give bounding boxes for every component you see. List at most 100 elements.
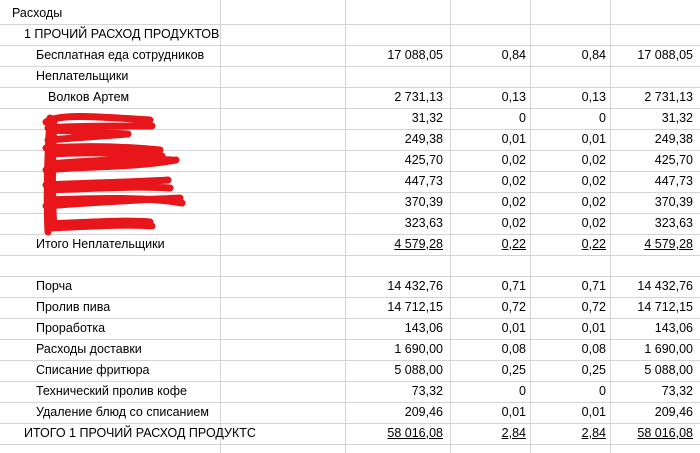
row-gridline: [0, 339, 700, 340]
value-cell-col1[interactable]: 2 731,13: [394, 90, 443, 104]
row-label-cell[interactable]: Удаление блюд со списанием: [36, 405, 209, 419]
row-gridline: [0, 381, 700, 382]
value-cell-col2[interactable]: 0,08: [501, 342, 526, 356]
value-cell-col2[interactable]: 0,22: [501, 237, 526, 251]
value-cell-col4[interactable]: 73,32: [661, 384, 693, 398]
value-cell-col2[interactable]: 0: [519, 111, 526, 125]
value-cell-col1[interactable]: 14 432,76: [387, 279, 443, 293]
row-gridline: [0, 24, 700, 25]
value-cell-col1[interactable]: 17 088,05: [387, 48, 443, 62]
row-gridline: [0, 234, 700, 235]
value-cell-col3[interactable]: 0,02: [581, 153, 606, 167]
value-cell-col1[interactable]: 14 712,15: [387, 300, 443, 314]
value-cell-col3[interactable]: 0,25: [581, 363, 606, 377]
value-cell-col2[interactable]: 0,02: [501, 153, 526, 167]
row-gridline: [0, 45, 700, 46]
column-gridline: [610, 0, 611, 453]
column-gridline: [450, 0, 451, 453]
value-cell-col3[interactable]: 0,72: [581, 300, 606, 314]
value-cell-col2[interactable]: 0,25: [501, 363, 526, 377]
value-cell-col4[interactable]: 2 731,13: [644, 90, 693, 104]
value-cell-col2[interactable]: 0,13: [501, 90, 526, 104]
value-cell-col3[interactable]: 0,08: [581, 342, 606, 356]
row-label-cell[interactable]: Расходы: [12, 6, 63, 20]
row-gridline: [0, 129, 700, 130]
row-label-cell[interactable]: Итого Неплательщики: [36, 237, 165, 251]
value-cell-col2[interactable]: 0: [519, 384, 526, 398]
value-cell-col4[interactable]: 249,38: [654, 132, 693, 146]
value-cell-col3[interactable]: 0,02: [581, 174, 606, 188]
value-cell-col1[interactable]: 58 016,08: [387, 426, 443, 440]
value-cell-col2[interactable]: 0,01: [501, 405, 526, 419]
value-cell-col1[interactable]: 1 690,00: [394, 342, 443, 356]
row-gridline: [0, 276, 700, 277]
value-cell-col1[interactable]: 31,32: [411, 111, 443, 125]
row-label-cell[interactable]: Волков Артем: [48, 90, 130, 104]
value-cell-col3[interactable]: 0: [599, 384, 606, 398]
row-label-cell[interactable]: Бесплатная еда сотрудников: [36, 48, 205, 62]
value-cell-col4[interactable]: 143,06: [654, 321, 693, 335]
value-cell-col4[interactable]: 323,63: [654, 216, 693, 230]
row-label-cell[interactable]: ИТОГО 1 ПРОЧИЙ РАСХОД ПРОДУКТС: [24, 426, 256, 440]
row-label-cell[interactable]: Списание фритюра: [36, 363, 150, 377]
row-label-cell[interactable]: Технический пролив кофе: [36, 384, 187, 398]
value-cell-col4[interactable]: 425,70: [654, 153, 693, 167]
value-cell-col3[interactable]: 0,13: [581, 90, 606, 104]
value-cell-col4[interactable]: 14 432,76: [637, 279, 693, 293]
row-gridline: [0, 108, 700, 109]
value-cell-col4[interactable]: 370,39: [654, 195, 693, 209]
value-cell-col1[interactable]: 5 088,00: [394, 363, 443, 377]
value-cell-col1[interactable]: 4 579,28: [394, 237, 443, 251]
value-cell-col1[interactable]: 249,38: [404, 132, 443, 146]
value-cell-col2[interactable]: 2,84: [501, 426, 526, 440]
value-cell-col2[interactable]: 0,02: [501, 195, 526, 209]
value-cell-col3[interactable]: 0,02: [581, 216, 606, 230]
value-cell-col1[interactable]: 143,06: [404, 321, 443, 335]
value-cell-col1[interactable]: 73,32: [411, 384, 443, 398]
value-cell-col2[interactable]: 0,01: [501, 321, 526, 335]
value-cell-col2[interactable]: 0,02: [501, 174, 526, 188]
value-cell-col4[interactable]: 58 016,08: [637, 426, 693, 440]
value-cell-col3[interactable]: 0,02: [581, 195, 606, 209]
value-cell-col3[interactable]: 2,84: [581, 426, 606, 440]
value-cell-col4[interactable]: 14 712,15: [637, 300, 693, 314]
value-cell-col2[interactable]: 0,02: [501, 216, 526, 230]
value-cell-col4[interactable]: 31,32: [661, 111, 693, 125]
row-label-cell[interactable]: Порча: [36, 279, 73, 293]
value-cell-col2[interactable]: 0,72: [501, 300, 526, 314]
value-cell-col3[interactable]: 0: [599, 111, 606, 125]
value-cell-col3[interactable]: 0,22: [581, 237, 606, 251]
value-cell-col4[interactable]: 447,73: [654, 174, 693, 188]
value-cell-col2[interactable]: 0,01: [501, 132, 526, 146]
value-cell-col4[interactable]: 17 088,05: [637, 48, 693, 62]
value-cell-col4[interactable]: 1 690,00: [644, 342, 693, 356]
value-cell-col3[interactable]: 0,84: [581, 48, 606, 62]
value-cell-col4[interactable]: 5 088,00: [644, 363, 693, 377]
row-label-cell[interactable]: Пролив пива: [36, 300, 111, 314]
row-gridline: [0, 192, 700, 193]
value-cell-col4[interactable]: 4 579,28: [644, 237, 693, 251]
value-cell-col3[interactable]: 0,01: [581, 405, 606, 419]
row-gridline: [0, 360, 700, 361]
value-cell-col2[interactable]: 0,71: [501, 279, 526, 293]
row-gridline: [0, 171, 700, 172]
row-label-cell[interactable]: Неплательщики: [36, 69, 129, 83]
value-cell-col1[interactable]: 370,39: [404, 195, 443, 209]
value-cell-col3[interactable]: 0,01: [581, 321, 606, 335]
column-gridline: [220, 0, 221, 453]
value-cell-col4[interactable]: 209,46: [654, 405, 693, 419]
row-gridline: [0, 66, 700, 67]
value-cell-col1[interactable]: 447,73: [404, 174, 443, 188]
row-label-cell[interactable]: Расходы доставки: [36, 342, 142, 356]
value-cell-col1[interactable]: 209,46: [404, 405, 443, 419]
row-label-cell[interactable]: Проработка: [36, 321, 106, 335]
value-cell-col1[interactable]: 425,70: [404, 153, 443, 167]
value-cell-col3[interactable]: 0,01: [581, 132, 606, 146]
row-gridline: [0, 297, 700, 298]
value-cell-col3[interactable]: 0,71: [581, 279, 606, 293]
row-gridline: [0, 318, 700, 319]
row-label-cell[interactable]: 1 ПРОЧИЙ РАСХОД ПРОДУКТОВ: [24, 27, 220, 41]
value-cell-col2[interactable]: 0,84: [501, 48, 526, 62]
value-cell-col1[interactable]: 323,63: [404, 216, 443, 230]
